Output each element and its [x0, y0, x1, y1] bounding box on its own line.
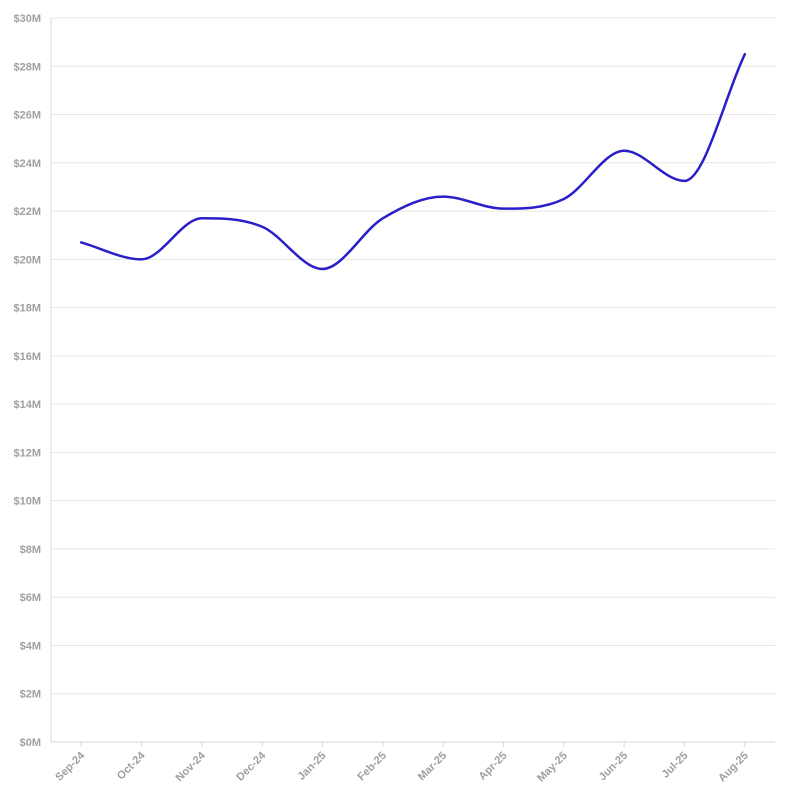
- y-tick-label: $8M: [20, 544, 41, 556]
- x-tick-label: Apr-25: [476, 750, 509, 783]
- x-tick-label: Aug-25: [716, 750, 751, 785]
- x-tick-label: Feb-25: [355, 750, 389, 784]
- y-tick-label: $18M: [13, 303, 41, 315]
- x-axis-tick-labels: Sep-24 Oct-24 Nov-24 Dec-24 Jan-25 Feb-25 Mar-…: [53, 749, 751, 784]
- y-tick-label: $12M: [13, 447, 41, 459]
- grid-lines: [51, 17, 775, 743]
- y-tick-label: $26M: [13, 110, 41, 122]
- y-tick-label: $20M: [13, 254, 41, 266]
- y-tick-label: $6M: [20, 592, 41, 604]
- y-tick-label: $2M: [20, 689, 41, 701]
- y-tick-label: $24M: [13, 158, 41, 170]
- x-tick-label: Jul-25: [660, 750, 691, 781]
- x-tick-label: Mar-25: [416, 750, 450, 784]
- x-tick-label: Oct-24: [115, 749, 148, 782]
- series-line-0: [79, 52, 747, 271]
- y-tick-label: $30M: [13, 13, 41, 25]
- y-tick-label: $28M: [13, 61, 41, 73]
- x-tick-label: Sep-24: [53, 749, 88, 784]
- x-tick-label: May-25: [535, 750, 570, 785]
- y-axis-tick-labels: $0M $2M $4M $6M $8M $10M $12M $14M $16M $18M $20M $…: [13, 13, 41, 749]
- series-group: [79, 52, 747, 271]
- y-tick-label: $4M: [20, 640, 41, 652]
- x-tick-label: Jun-25: [597, 750, 631, 784]
- axes: [50, 18, 775, 747]
- y-tick-label: $22M: [13, 206, 41, 218]
- x-tick-label: Dec-24: [234, 749, 269, 784]
- y-tick-label: $16M: [13, 351, 41, 363]
- y-tick-label: $14M: [13, 399, 41, 411]
- x-tick-label: Jan-25: [295, 750, 328, 783]
- y-tick-label: $0M: [20, 737, 41, 749]
- x-tick-label: Nov-24: [174, 749, 209, 784]
- y-tick-label: $10M: [13, 496, 41, 508]
